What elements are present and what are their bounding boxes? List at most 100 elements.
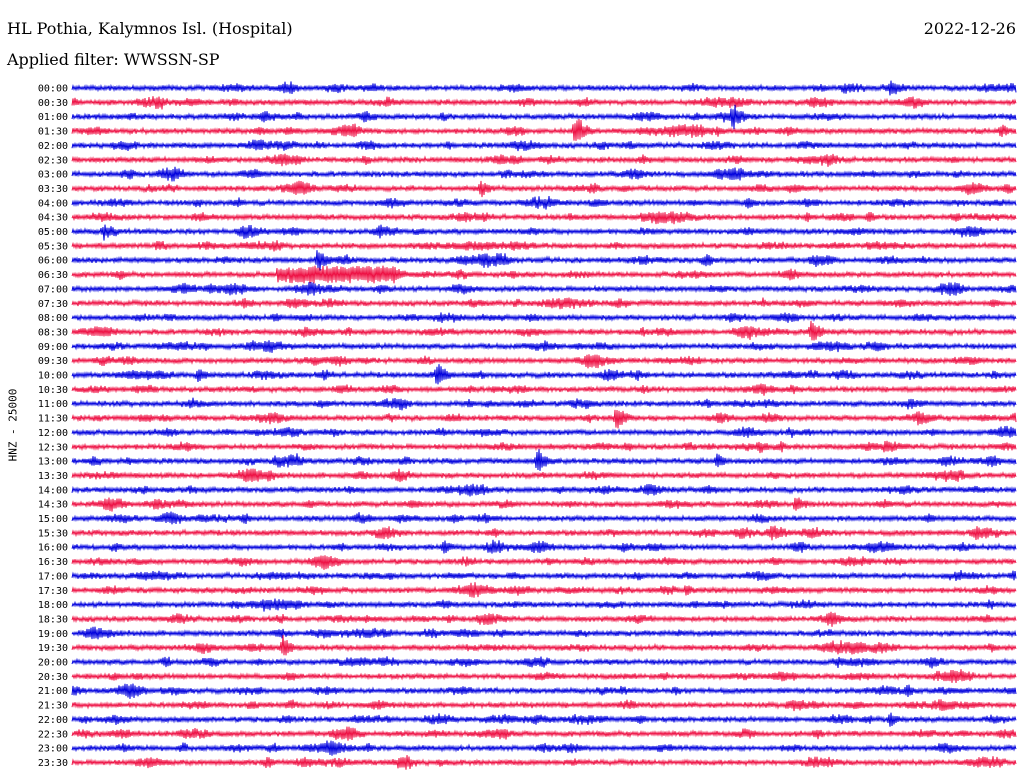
row-time-label: 21:30: [38, 701, 68, 712]
trace-line: [71, 712, 1017, 727]
row-time-label: 18:30: [38, 614, 68, 625]
row-time-label: 16:30: [38, 557, 68, 568]
row-time-label: 15:00: [38, 514, 68, 525]
trace-line: [71, 468, 1017, 483]
trace-line: [71, 525, 1017, 541]
trace-line: [71, 211, 1017, 225]
trace-line: [71, 409, 1017, 429]
row-time-label: 20:30: [38, 672, 68, 683]
row-time-label: 06:00: [38, 256, 68, 267]
trace-line: [71, 582, 1017, 598]
row-time-label: 23:00: [38, 744, 68, 755]
trace-line: [71, 440, 1017, 454]
trace-line: [71, 265, 1017, 284]
trace-line: [71, 104, 1017, 130]
row-time-label: 07:00: [38, 284, 68, 295]
row-time-label: 23:30: [38, 758, 68, 769]
trace-line: [71, 555, 1017, 570]
trace-line: [71, 320, 1017, 341]
row-time-label: 15:30: [38, 528, 68, 539]
row-time-label: 04:00: [38, 198, 68, 209]
trace-line: [71, 656, 1017, 669]
row-time-label: 11:30: [38, 414, 68, 425]
trace-line: [71, 281, 1017, 296]
trace-line: [71, 425, 1017, 439]
row-time-label: 13:00: [38, 457, 68, 468]
trace-line: [71, 511, 1017, 525]
row-time-label: 14:30: [38, 500, 68, 511]
station-title: HL Pothia, Kalymnos Isl. (Hospital): [7, 19, 293, 38]
row-time-label: 16:00: [38, 543, 68, 554]
row-time-label: 03:30: [38, 184, 68, 195]
row-time-label: 18:00: [38, 600, 68, 611]
row-time-label: 08:00: [38, 313, 68, 324]
trace-line: [71, 755, 1017, 770]
trace-line: [71, 635, 1017, 656]
row-time-label: 19:30: [38, 643, 68, 654]
row-time-label: 00:30: [38, 98, 68, 109]
row-time-label: 20:00: [38, 658, 68, 669]
trace-line: [71, 611, 1017, 627]
trace-line: [71, 726, 1017, 741]
trace-line: [71, 354, 1017, 369]
row-time-label: 12:00: [38, 428, 68, 439]
row-time-label: 05:00: [38, 227, 68, 238]
trace-line: [71, 683, 1017, 699]
trace-line: [71, 312, 1017, 323]
trace-line: [71, 699, 1017, 712]
trace-line: [71, 598, 1017, 612]
trace-line: [71, 180, 1017, 198]
row-time-label: 10:00: [38, 371, 68, 382]
row-time-label: 09:00: [38, 342, 68, 353]
trace-line: [71, 383, 1017, 396]
row-time-label: 19:00: [38, 629, 68, 640]
trace-line: [71, 96, 1017, 110]
trace-line: [71, 118, 1017, 141]
row-time-label: 22:00: [38, 715, 68, 726]
trace-line: [71, 449, 1017, 471]
row-time-label: 02:00: [38, 141, 68, 152]
row-time-label: 06:30: [38, 270, 68, 281]
row-time-label: 11:00: [38, 399, 68, 410]
filter-label: Applied filter: WWSSN-SP: [7, 50, 220, 69]
trace-line: [71, 80, 1017, 96]
trace-line: [71, 740, 1017, 756]
trace-line: [71, 626, 1017, 640]
trace-line: [71, 340, 1017, 353]
row-time-label: 17:00: [38, 571, 68, 582]
row-time-label: 17:30: [38, 586, 68, 597]
trace-line: [71, 224, 1017, 241]
trace-line: [71, 669, 1017, 684]
row-time-label: 04:30: [38, 213, 68, 224]
trace-line: [71, 297, 1017, 310]
row-time-label: 14:00: [38, 485, 68, 496]
row-time-label: 01:00: [38, 112, 68, 123]
trace-line: [71, 166, 1017, 182]
row-time-label: 21:00: [38, 686, 68, 697]
trace-line: [71, 569, 1017, 582]
row-time-label: 12:30: [38, 442, 68, 453]
row-time-label: 00:00: [38, 84, 68, 95]
trace-line: [71, 139, 1017, 152]
row-time-label: 10:30: [38, 385, 68, 396]
trace-line: [71, 153, 1017, 167]
row-time-label: 03:00: [38, 170, 68, 181]
row-time-label: 05:30: [38, 241, 68, 252]
trace-line: [71, 195, 1017, 210]
row-time-label: 01:30: [38, 127, 68, 138]
trace-line: [71, 397, 1017, 411]
trace-line: [71, 364, 1017, 385]
trace-line: [71, 483, 1017, 497]
trace-line: [71, 539, 1017, 554]
row-time-label: 02:30: [38, 155, 68, 166]
trace-line: [71, 240, 1017, 252]
row-time-label: 22:30: [38, 729, 68, 740]
record-date: 2022-12-26: [923, 19, 1016, 38]
trace-line: [71, 250, 1017, 271]
row-time-label: 07:30: [38, 299, 68, 310]
row-time-label: 08:30: [38, 327, 68, 338]
row-time-label: 13:30: [38, 471, 68, 482]
trace-line: [71, 497, 1017, 512]
row-time-label: 09:30: [38, 356, 68, 367]
